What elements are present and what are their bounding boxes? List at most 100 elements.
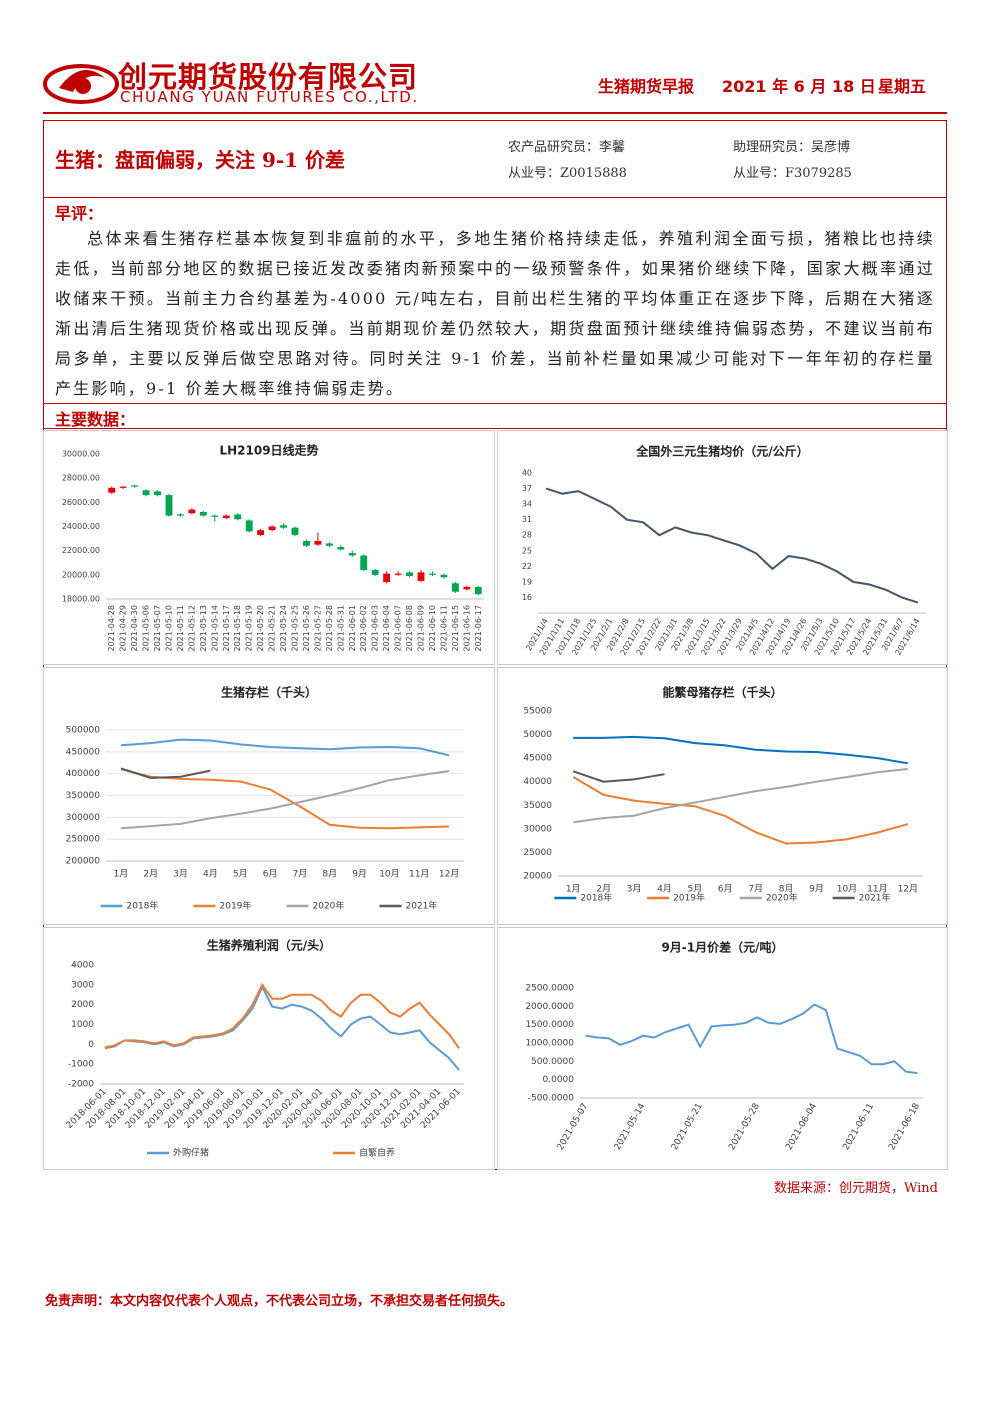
header-rule — [43, 112, 947, 114]
chart: 生猪存栏（千头） 200000 250000 300000 350000 400000 45… — [66, 685, 464, 912]
analyst-role: 助理研究员：吴彦博 — [733, 140, 851, 155]
y-tick-label: 250000 — [66, 835, 101, 845]
candle-body — [199, 512, 207, 516]
x-tick-label: 1月 — [566, 884, 581, 895]
chart-panel: 全国外三元生猪均价（元/公斤） 16 19 22 25 28 31 34 37 40 2021/1/… — [497, 430, 948, 665]
x-tick-label: 11月 — [867, 884, 887, 895]
series-line — [120, 767, 211, 780]
legend-label: 2020年 — [766, 892, 798, 904]
chart-panel: 9月-1月价差（元/吨） -500.0000 0.0000 500.0000 1000.… — [497, 927, 948, 1170]
x-tick-label: 2021-05-28 — [727, 1102, 762, 1153]
x-tick-label: 2021-06-07 — [394, 605, 403, 652]
x-tick-label: 12月 — [898, 884, 918, 895]
y-tick-label: 30000 — [523, 824, 552, 834]
x-tick-label: 2021-05-06 — [142, 605, 151, 652]
source-note: 数据来源：创元期货，Wind — [774, 1181, 938, 1196]
x-tick-label: 2021-05-21 — [268, 605, 277, 652]
x-tick-label: 2021-06-18 — [887, 1102, 922, 1153]
x-tick-label: 4月 — [657, 884, 672, 895]
x-tick-label: 2021-05-14 — [210, 605, 219, 652]
y-tick-label: 20000.00 — [62, 570, 100, 579]
x-tick-label: 2021-05-12 — [187, 605, 196, 652]
y-tick-label: 1500.0000 — [525, 1020, 574, 1030]
candle-body — [383, 573, 391, 583]
y-tick-label: 0 — [88, 1040, 94, 1050]
x-tick-label: 2021-04-30 — [130, 605, 139, 652]
x-tick-label: 2021-06-10 — [428, 605, 437, 652]
x-tick-label: 2021-05-07 — [556, 1102, 591, 1152]
x-tick-label: 2021-05-28 — [325, 605, 334, 652]
series-line — [120, 768, 450, 830]
candle-body — [245, 520, 253, 532]
y-tick-label: 55000 — [523, 707, 552, 717]
logo-dot — [75, 78, 91, 94]
chart-title: 生猪存栏（千头） — [221, 685, 317, 700]
report-name: 生猪期货早报 — [598, 77, 695, 96]
x-tick-label: 3月 — [627, 884, 642, 895]
y-tick-label: 1000 — [71, 1020, 94, 1030]
series-line — [545, 487, 919, 604]
x-tick-label: 2021-06-03 — [371, 605, 380, 652]
y-tick-label: -1000 — [68, 1060, 94, 1070]
chart: 9月-1月价差（元/吨） -500.0000 0.0000 500.0000 1000.… — [525, 940, 923, 1153]
x-tick-label: 2021-05-10 — [165, 605, 174, 652]
candle-body — [222, 515, 230, 519]
candle-body — [325, 543, 333, 546]
x-tick-label: 3月 — [173, 869, 188, 880]
legend-label: 外购仔猪 — [173, 1147, 209, 1159]
candle-body — [280, 525, 287, 528]
chart: 生猪养殖利润（元/头）-2000-10000100020003000400020… — [65, 938, 464, 1159]
y-tick-label: -500.0000 — [528, 1094, 574, 1104]
x-tick-label: 2021-06-17 — [474, 605, 483, 652]
x-tick-label: 7月 — [748, 884, 763, 895]
logo-ring — [43, 64, 119, 104]
x-tick-label: 11月 — [409, 869, 429, 880]
y-tick-label: 16 — [522, 593, 532, 602]
y-tick-label: 200000 — [66, 857, 101, 867]
legend-label: 2019年 — [673, 892, 705, 904]
chart-panel: LH2109日线走势 18000.00 20000.00 22000.00 24000.… — [43, 430, 495, 665]
candle-body — [165, 495, 173, 516]
candle-body — [371, 570, 379, 575]
report-weekday: 星期五 — [878, 77, 927, 96]
y-tick-label: 1000.0000 — [525, 1039, 574, 1049]
logo-mark — [59, 70, 105, 92]
y-tick-label: 18000.00 — [62, 595, 100, 604]
comment-heading: 早评： — [55, 204, 104, 223]
y-tick-label: 37 — [522, 484, 532, 493]
x-tick-label: 9月 — [809, 884, 824, 895]
y-tick-label: 450000 — [66, 747, 101, 757]
y-tick-label: 0.0000 — [543, 1075, 575, 1085]
chart-title: 9月-1月价差（元/吨） — [661, 940, 783, 955]
x-tick-label: 2021-06-15 — [451, 605, 460, 652]
legend-label: 2021年 — [859, 892, 891, 904]
x-tick-label: 2021-05-19 — [245, 605, 254, 652]
y-tick-label: 2000.0000 — [525, 1002, 574, 1012]
x-tick-label: 8月 — [322, 869, 337, 880]
x-tick-label: 2021-06-01 — [348, 605, 357, 652]
chart-panel: 生猪存栏（千头） 200000 250000 300000 350000 400000 45… — [43, 667, 495, 925]
chart: LH2109日线走势 18000.00 20000.00 22000.00 24000.… — [62, 443, 484, 652]
headline: 生猪：盘面偏弱，关注 9-1 价差 — [55, 148, 346, 172]
candle-body — [474, 586, 482, 595]
y-tick-label: 31 — [522, 515, 532, 524]
candle-body — [417, 572, 425, 581]
candle-body — [131, 485, 139, 487]
y-tick-label: 26000.00 — [62, 498, 100, 507]
x-tick-label: 2021-05-31 — [336, 605, 345, 652]
chart-panel: 能繁母猪存栏（千头） 20000 25000 30000 35000 40000 45000… — [497, 667, 948, 925]
candle-body — [291, 527, 299, 535]
y-tick-label: 500.0000 — [531, 1057, 574, 1067]
series-line — [573, 768, 908, 824]
x-tick-label: 2021-04-29 — [119, 605, 128, 652]
legend-label: 2018年 — [127, 900, 159, 912]
company-name-en: CHUANG YUAN FUTURES CO.,LTD. — [120, 88, 419, 106]
series-line — [572, 776, 909, 845]
x-tick-label: 2021-05-24 — [279, 605, 288, 652]
chart-panel: 生猪养殖利润（元/头） -2000 -1000 0 1000 2000 3000 4000 20… — [43, 927, 495, 1170]
x-tick-label: 2021-05-17 — [222, 605, 231, 652]
legend-label: 2020年 — [313, 900, 345, 912]
y-tick-label: 300000 — [66, 813, 101, 823]
x-tick-label: 2021-06-11 — [439, 605, 448, 652]
